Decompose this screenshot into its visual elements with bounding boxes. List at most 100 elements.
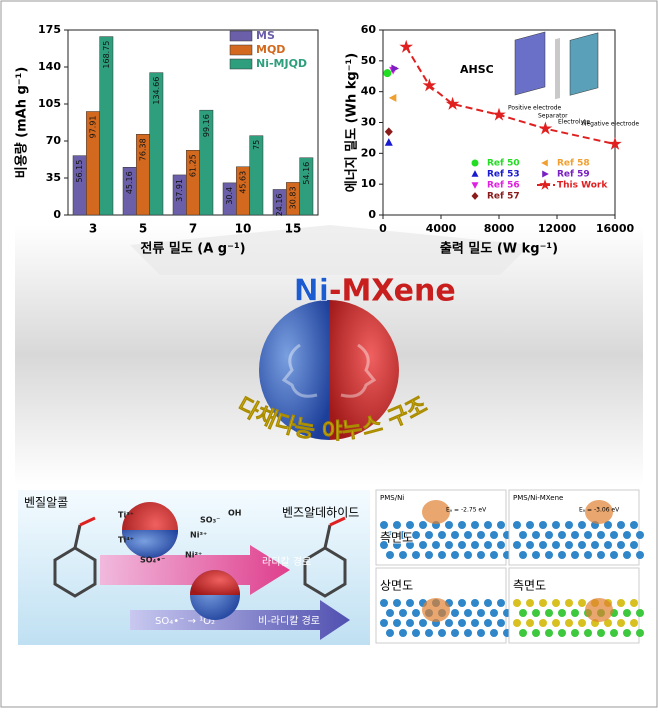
atom xyxy=(451,629,459,637)
atom xyxy=(380,599,388,607)
atom xyxy=(497,619,505,627)
annotation: Electrolyte xyxy=(558,119,590,126)
atom xyxy=(565,541,573,549)
atom xyxy=(617,521,625,529)
legend-marker xyxy=(541,159,548,167)
atom xyxy=(578,521,586,529)
atom xyxy=(386,531,394,539)
atom xyxy=(578,541,586,549)
atom xyxy=(513,541,521,549)
atom xyxy=(513,599,521,607)
y-tick-label: 0 xyxy=(53,208,61,221)
point xyxy=(384,127,393,137)
atom xyxy=(604,521,612,529)
x-tick-label: 3 xyxy=(89,222,97,236)
atom xyxy=(451,609,459,617)
atom xyxy=(545,629,553,637)
value-label: 45.16 xyxy=(125,171,134,194)
atom xyxy=(565,619,573,627)
atom xyxy=(490,551,498,559)
dft-energy: Eₐ = -2.75 eV xyxy=(446,507,487,514)
atom xyxy=(406,521,414,529)
bar xyxy=(99,36,114,216)
dft-view: 상면도 xyxy=(380,579,413,593)
atom xyxy=(412,551,420,559)
atom xyxy=(552,599,560,607)
atom xyxy=(458,599,466,607)
atom xyxy=(571,609,579,617)
atom xyxy=(552,521,560,529)
atom xyxy=(432,541,440,549)
y-tick-label: 40 xyxy=(361,85,377,98)
atom xyxy=(584,629,592,637)
value-label: 168.75 xyxy=(102,41,111,69)
atom xyxy=(406,619,414,627)
value-label: 134.66 xyxy=(152,77,161,105)
atom xyxy=(604,619,612,627)
atom xyxy=(519,531,527,539)
atom xyxy=(623,609,631,617)
atom xyxy=(519,609,527,617)
atom xyxy=(458,619,466,627)
legend-label: Ref 58 xyxy=(557,159,590,169)
charts: 03570105140175356.1597.91168.75545.1676.… xyxy=(14,23,640,257)
atom xyxy=(412,609,420,617)
point xyxy=(422,78,437,92)
ion-label: Ti³⁺ xyxy=(118,511,134,520)
atom xyxy=(636,629,644,637)
atom xyxy=(490,629,498,637)
x-tick-label: 15 xyxy=(285,222,302,236)
legend-label: Ref 57 xyxy=(487,192,520,202)
atom xyxy=(393,619,401,627)
atom xyxy=(526,521,534,529)
legend-marker xyxy=(471,159,479,167)
atom xyxy=(532,551,540,559)
atom xyxy=(386,609,394,617)
point xyxy=(391,64,399,73)
value-label: 37.91 xyxy=(175,179,184,202)
x-tick-label: 10 xyxy=(235,222,252,236)
value-label: 45.63 xyxy=(239,171,248,194)
atom xyxy=(445,521,453,529)
value-label: 30.4 xyxy=(225,187,234,205)
dft-view: 측면도 xyxy=(380,531,413,545)
atom xyxy=(425,531,433,539)
point xyxy=(388,93,397,102)
janus-half xyxy=(122,530,178,558)
point xyxy=(384,138,393,146)
atom xyxy=(484,599,492,607)
nonradical-label: 비-라디칼 경로 xyxy=(258,614,320,627)
atom xyxy=(558,551,566,559)
atom xyxy=(393,521,401,529)
atom xyxy=(464,629,472,637)
annotation: Positive electrode xyxy=(508,105,562,112)
atom xyxy=(623,551,631,559)
legend-marker xyxy=(471,192,479,200)
x-tick-label: 8000 xyxy=(484,222,515,235)
atom xyxy=(532,629,540,637)
atom xyxy=(464,531,472,539)
atom xyxy=(636,551,644,559)
conversion-label: SO₄•⁻ → ¹O₂ xyxy=(155,616,215,627)
atom xyxy=(458,521,466,529)
atom xyxy=(471,521,479,529)
point xyxy=(538,121,553,135)
atom xyxy=(636,609,644,617)
atom xyxy=(477,629,485,637)
atom xyxy=(513,619,521,627)
legend-label: Ref 56 xyxy=(487,181,520,191)
dft-energy: Eₐ = -3.06 eV xyxy=(579,507,620,514)
legend-swatch xyxy=(229,44,253,56)
atom xyxy=(539,599,547,607)
atom xyxy=(591,541,599,549)
atom xyxy=(419,541,427,549)
x-tick-label: 7 xyxy=(189,222,197,236)
ion-label: SO₃⁻ xyxy=(200,516,220,525)
y-tick-label: 50 xyxy=(361,54,377,67)
atom xyxy=(519,551,527,559)
value-label: 99.16 xyxy=(202,114,211,137)
atom xyxy=(484,619,492,627)
atom xyxy=(386,629,394,637)
bar xyxy=(199,109,214,216)
